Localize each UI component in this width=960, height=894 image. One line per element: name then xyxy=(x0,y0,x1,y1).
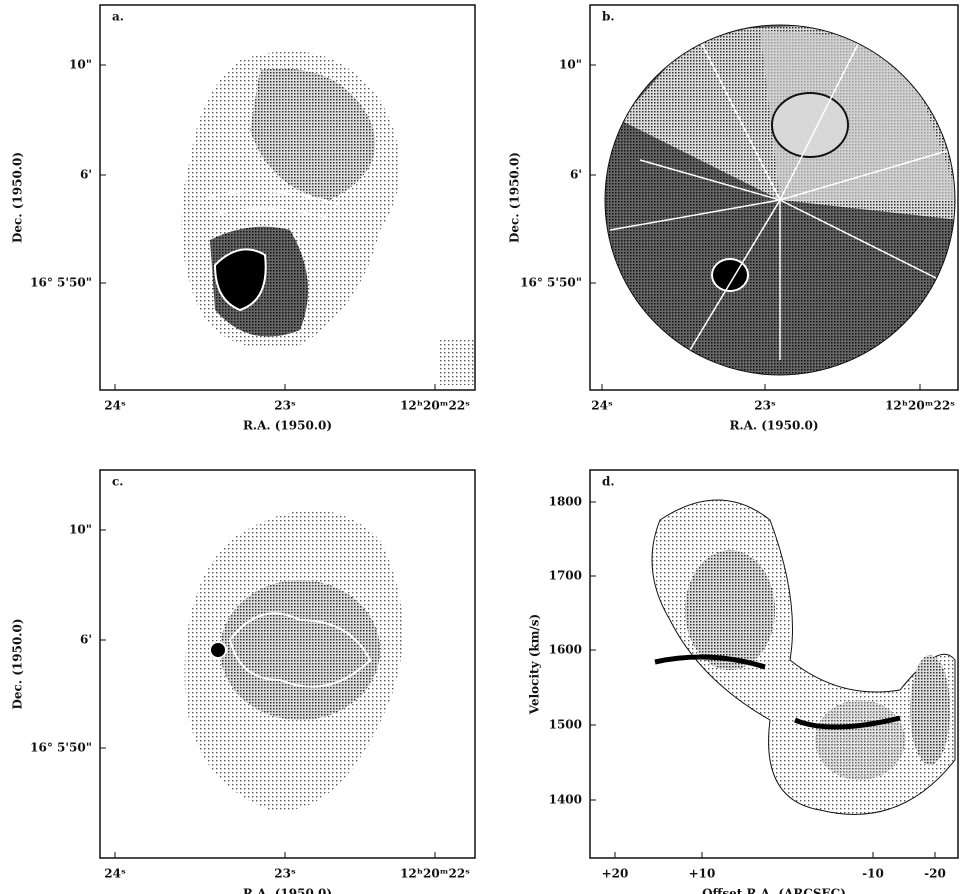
x-tick-label: 23ˢ xyxy=(754,399,776,413)
y-tick-label: 16° 5'50" xyxy=(520,276,582,290)
x-tick-label: +10 xyxy=(689,867,716,881)
x-tick-label: 24ˢ xyxy=(591,399,613,413)
y-tick-label: 1400 xyxy=(549,793,582,807)
x-tick-label: 23ˢ xyxy=(274,867,296,881)
x-tick-label: 12ʰ20ᵐ22ˢ xyxy=(400,399,470,413)
x-tick-label: -10 xyxy=(862,867,884,881)
y-tick-label: 10" xyxy=(559,58,582,72)
map-b xyxy=(600,20,960,380)
x-tick-label: 12ʰ20ᵐ22ˢ xyxy=(885,399,955,413)
y-axis-label: Dec. (1950.0) xyxy=(11,619,25,710)
x-axis-label: R.A. (1950.0) xyxy=(243,419,332,433)
figure: a. 24ˢ 23ˢ 12ʰ20ᵐ22ˢ 10" 6' 16° 5'50" R.A. (195… xyxy=(0,0,960,894)
x-axis-label: Offset R.A. (ARCSEC) xyxy=(702,887,846,894)
y-tick-label: 1700 xyxy=(549,569,582,583)
panel-letter: b. xyxy=(602,10,615,24)
y-axis-label: Dec. (1950.0) xyxy=(508,152,522,243)
x-tick-label: 23ˢ xyxy=(274,399,296,413)
y-tick-label: 1500 xyxy=(549,718,582,732)
y-tick-label: 16° 5'50" xyxy=(30,741,92,755)
y-tick-label: 6' xyxy=(570,168,582,182)
map-a xyxy=(181,51,475,385)
y-axis-label: Dec. (1950.0) xyxy=(11,152,25,243)
y-tick-label: 16° 5'50" xyxy=(30,276,92,290)
map-c xyxy=(185,510,403,811)
y-tick-label: 10" xyxy=(69,58,92,72)
x-tick-label: -20 xyxy=(924,867,946,881)
x-axis-label: R.A. (1950.0) xyxy=(729,419,818,433)
y-tick-label: 1800 xyxy=(549,495,582,509)
y-tick-label: 6' xyxy=(80,168,92,182)
panel-letter: c. xyxy=(112,475,123,489)
x-tick-label: 24ˢ xyxy=(104,399,126,413)
x-axis-label: R.A. (1950.0) xyxy=(243,887,332,894)
panel-letter: d. xyxy=(602,475,615,489)
y-tick-label: 1600 xyxy=(549,643,582,657)
y-tick-label: 10" xyxy=(69,523,92,537)
pv-diagram xyxy=(652,500,955,814)
y-tick-label: 6' xyxy=(80,633,92,647)
x-tick-label: 24ˢ xyxy=(104,867,126,881)
panel-letter: a. xyxy=(112,10,124,24)
x-tick-label: +20 xyxy=(602,867,629,881)
x-tick-label: 12ʰ20ᵐ22ˢ xyxy=(400,867,470,881)
y-axis-label: Velocity (km/s) xyxy=(528,614,542,715)
